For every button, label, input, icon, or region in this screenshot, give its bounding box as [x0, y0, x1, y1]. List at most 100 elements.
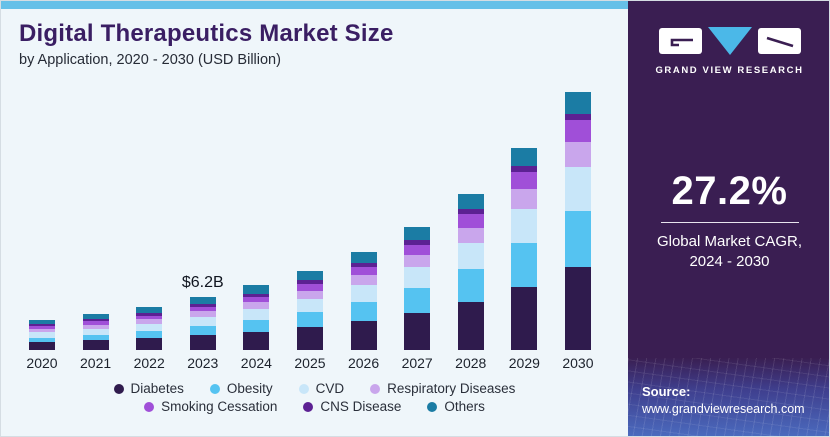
mesh-pattern: [628, 358, 829, 436]
legend-item-others: Others: [427, 399, 485, 414]
x-axis-label-2028: 2028: [455, 355, 487, 371]
bar-group-2021: 2021: [80, 69, 112, 371]
segment-diabetes-2028: [457, 301, 484, 350]
legend-label-cns-disease: CNS Disease: [320, 399, 402, 414]
bar-group-2030: 2030: [562, 69, 594, 371]
logo-r-glyph: [766, 36, 793, 48]
x-axis-label-2022: 2022: [133, 355, 165, 371]
logo-wordmark: GRAND VIEW RESEARCH: [655, 65, 804, 76]
segment-cvd-2020: [29, 332, 55, 338]
source-block: Source: www.grandviewresearch.com: [628, 358, 829, 436]
x-axis-label-2023: 2023: [187, 355, 219, 371]
segment-cns-disease-2027: [404, 239, 431, 245]
bar-2023: $6.2B: [182, 274, 224, 350]
gvr-logo-icon: [658, 27, 801, 55]
segment-others-2025: [296, 270, 323, 281]
segment-cns-disease-2025: [296, 280, 323, 284]
legend-label-respiratory-diseases: Respiratory Diseases: [387, 381, 516, 396]
segment-smoking-cessation-2022: [136, 315, 163, 320]
segment-diabetes-2027: [404, 312, 431, 350]
bar-2030: [564, 91, 591, 350]
legend-dot-others: [427, 401, 438, 412]
top-accent-bar: [1, 1, 628, 9]
source-url: www.grandviewresearch.com: [642, 402, 805, 416]
bar-2025: [296, 270, 323, 350]
segment-others-2028: [457, 193, 484, 209]
source-label: Source:: [642, 384, 691, 399]
segment-respiratory-diseases-2029: [511, 189, 538, 209]
segment-diabetes-2024: [243, 331, 270, 350]
segment-cvd-2027: [404, 267, 431, 289]
segment-cns-disease-2023: [189, 303, 216, 307]
segment-obesity-2025: [296, 312, 323, 327]
segment-respiratory-diseases-2027: [404, 255, 431, 268]
segment-smoking-cessation-2028: [457, 214, 484, 228]
segment-respiratory-diseases-2026: [350, 275, 377, 286]
cagr-block: 27.2% Global Market CAGR, 2024 - 2030: [628, 169, 829, 273]
segment-cvd-2025: [296, 298, 323, 313]
segment-others-2029: [511, 147, 538, 167]
segment-cns-disease-2029: [511, 166, 538, 173]
segment-respiratory-diseases-2021: [82, 324, 109, 329]
segment-cvd-2021: [82, 328, 109, 335]
segment-smoking-cessation-2030: [564, 120, 591, 143]
chart-header: Digital Therapeutics Market Size by Appl…: [19, 20, 394, 69]
legend-row-2: Smoking Cessation CNS Disease Others: [144, 399, 485, 414]
segment-obesity-2021: [82, 334, 109, 341]
legend-item-diabetes: Diabetes: [113, 381, 184, 396]
segment-obesity-2022: [136, 331, 163, 339]
bar-group-2028: 2028: [455, 69, 487, 371]
legend-label-others: Others: [444, 399, 485, 414]
segment-obesity-2029: [511, 243, 538, 287]
bar-value-annotation: $6.2B: [181, 273, 224, 291]
legend-dot-cvd: [298, 383, 309, 394]
segment-cns-disease-2024: [243, 293, 270, 297]
cagr-divider: [660, 222, 799, 223]
segment-respiratory-diseases-2022: [136, 319, 163, 324]
segment-cvd-2023: [189, 316, 216, 326]
segment-cvd-2028: [457, 242, 484, 270]
bar-2029: [511, 147, 538, 350]
chart-panel: Digital Therapeutics Market Size by Appl…: [1, 1, 628, 436]
segment-obesity-2020: [29, 337, 55, 343]
segment-smoking-cessation-2024: [243, 296, 270, 303]
bar-group-2024: 2024: [241, 69, 272, 371]
segment-smoking-cessation-2020: [29, 326, 55, 330]
legend-label-diabetes: Diabetes: [130, 381, 184, 396]
segment-cns-disease-2026: [350, 263, 377, 268]
segment-others-2027: [404, 226, 431, 240]
chart-legend: Diabetes Obesity CVD Respiratory Diseases S…: [1, 381, 628, 414]
segment-cns-disease-2020: [29, 324, 55, 327]
x-axis-label-2029: 2029: [508, 355, 540, 371]
page-subtitle: by Application, 2020 - 2030 (USD Billion…: [19, 52, 281, 69]
bar-group-2022: 2022: [133, 69, 165, 371]
x-axis-label-2025: 2025: [294, 355, 326, 371]
segment-cvd-2024: [243, 309, 270, 321]
bar-group-2025: 2025: [294, 69, 326, 371]
x-axis-label-2027: 2027: [401, 355, 433, 371]
legend-item-cns-disease: CNS Disease: [303, 399, 401, 414]
legend-dot-respiratory-diseases: [370, 383, 381, 394]
segment-obesity-2030: [564, 210, 591, 268]
logo-g-glyph: [670, 38, 693, 47]
segment-respiratory-diseases-2023: [189, 311, 216, 317]
segment-cvd-2022: [136, 323, 163, 332]
segment-respiratory-diseases-2028: [457, 227, 484, 243]
bar-2028: [457, 193, 484, 350]
page-title: Digital Therapeutics Market Size: [19, 20, 394, 47]
legend-dot-diabetes: [113, 383, 124, 394]
segment-obesity-2024: [243, 320, 270, 332]
segment-cns-disease-2030: [564, 113, 591, 121]
brand-panel: GRAND VIEW RESEARCH 27.2% Global Market …: [628, 1, 829, 436]
legend-dot-smoking-cessation: [144, 401, 155, 412]
segment-respiratory-diseases-2030: [564, 142, 591, 167]
gvr-logo: GRAND VIEW RESEARCH: [628, 25, 829, 76]
segment-respiratory-diseases-2025: [296, 290, 323, 299]
segment-diabetes-2029: [511, 286, 538, 350]
legend-label-cvd: CVD: [315, 381, 345, 396]
logo-v-triangle: [707, 27, 752, 55]
bar-group-2029: 2029: [508, 69, 540, 371]
x-axis-label-2021: 2021: [80, 355, 112, 371]
x-axis-label-2026: 2026: [347, 355, 380, 371]
bar-2024: [243, 285, 270, 350]
